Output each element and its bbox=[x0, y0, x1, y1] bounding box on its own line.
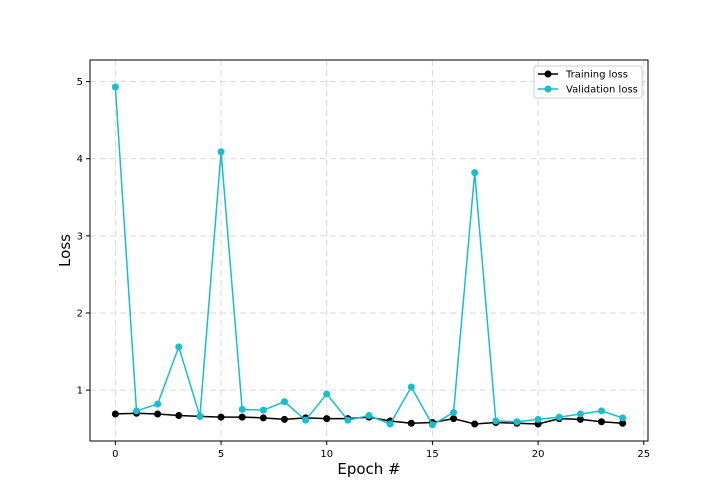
data-point bbox=[576, 415, 584, 423]
data-point bbox=[471, 169, 479, 177]
y-tick-label: 3 bbox=[77, 231, 83, 242]
data-point bbox=[534, 415, 542, 423]
data-point bbox=[471, 420, 479, 428]
x-tick-label: 5 bbox=[218, 449, 224, 460]
data-point bbox=[154, 400, 162, 408]
data-point bbox=[450, 408, 458, 416]
data-point bbox=[576, 410, 584, 418]
data-point bbox=[407, 419, 415, 427]
plot-frame bbox=[89, 59, 649, 442]
data-point bbox=[280, 398, 288, 406]
x-tick-label: 20 bbox=[532, 449, 545, 460]
data-point bbox=[217, 148, 225, 156]
data-point bbox=[196, 412, 204, 420]
data-point bbox=[111, 83, 119, 91]
data-point bbox=[259, 414, 267, 422]
x-tick-label: 10 bbox=[320, 449, 333, 460]
data-point bbox=[175, 412, 183, 420]
legend-marker-training bbox=[544, 70, 552, 78]
data-point bbox=[238, 405, 246, 413]
data-point bbox=[450, 415, 458, 423]
series-layer bbox=[111, 83, 627, 429]
legend-label-training: Training loss bbox=[565, 70, 628, 81]
x-tick-label: 25 bbox=[637, 449, 650, 460]
data-point bbox=[323, 415, 331, 423]
y-tick-label: 2 bbox=[77, 308, 83, 319]
data-point bbox=[492, 417, 500, 425]
legend: Training loss Validation loss bbox=[533, 65, 643, 99]
data-point bbox=[217, 413, 225, 421]
data-point bbox=[259, 406, 267, 414]
data-point bbox=[513, 418, 521, 426]
y-tick-label: 4 bbox=[77, 154, 83, 165]
y-axis-ticks: 1 2 3 4 5 bbox=[77, 77, 90, 397]
data-point bbox=[175, 343, 183, 351]
data-point bbox=[280, 415, 288, 423]
y-tick-label: 1 bbox=[77, 386, 83, 397]
data-point bbox=[619, 419, 627, 427]
legend-marker-validation bbox=[544, 85, 552, 93]
data-point bbox=[598, 418, 605, 426]
data-point bbox=[323, 390, 331, 398]
x-tick-label: 15 bbox=[426, 449, 439, 460]
legend-box bbox=[533, 65, 643, 99]
x-axis-label: Epoch # bbox=[337, 460, 400, 478]
data-point bbox=[428, 421, 436, 429]
data-point bbox=[619, 414, 627, 422]
x-tick-label: 0 bbox=[112, 449, 118, 460]
grid bbox=[90, 60, 648, 441]
data-point bbox=[386, 420, 394, 428]
y-tick-label: 5 bbox=[77, 77, 83, 88]
data-point bbox=[133, 407, 140, 415]
legend-label-validation: Validation loss bbox=[566, 85, 638, 96]
data-point bbox=[111, 410, 119, 418]
series-validation-loss bbox=[111, 83, 627, 429]
series-line bbox=[114, 86, 623, 426]
y-axis-label: Loss bbox=[56, 234, 74, 267]
data-point bbox=[598, 407, 605, 415]
data-point bbox=[344, 416, 352, 424]
data-point bbox=[238, 413, 246, 421]
data-point bbox=[365, 412, 373, 420]
data-point bbox=[407, 383, 415, 391]
data-point bbox=[555, 413, 563, 421]
data-point bbox=[154, 410, 162, 418]
x-axis-ticks: 0 5 10 15 20 25 bbox=[112, 441, 650, 460]
data-point bbox=[302, 416, 310, 424]
